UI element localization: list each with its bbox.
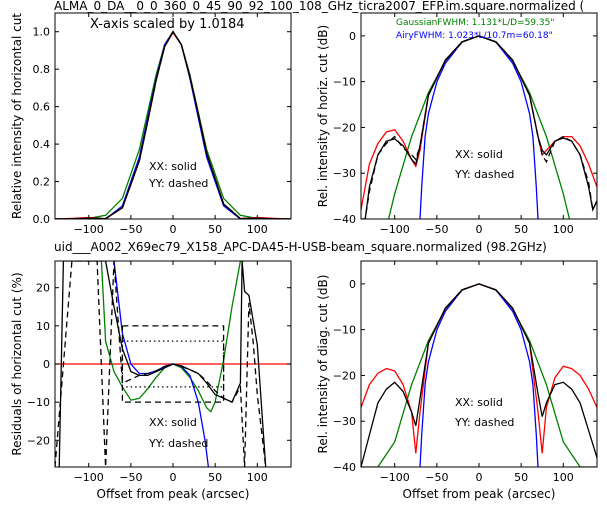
annotation: YY: dashed xyxy=(454,168,514,181)
annotation: XX: solid xyxy=(149,160,197,173)
x-tick-label: 100 xyxy=(247,223,268,236)
y-tick-label: −10 xyxy=(27,396,50,409)
x-tick-label: −100 xyxy=(74,471,104,484)
annotation: GaussianFWHM: 1.131*L/D=59.35" xyxy=(396,18,554,28)
series-line-3 xyxy=(55,30,291,219)
x-tick-label: −100 xyxy=(74,223,104,236)
x-tick-label: −50 xyxy=(119,471,142,484)
y-axis-label: Residuals of horizontal cut (%) xyxy=(10,272,24,455)
x-tick-label: 100 xyxy=(553,471,574,484)
plot-area xyxy=(55,30,291,219)
x-tick-label: −100 xyxy=(380,471,410,484)
series-line-0 xyxy=(55,30,291,219)
figure-subtitle: uid___A002_X69ec79_X158_APC-DA45-H-USB-b… xyxy=(54,240,547,254)
series-line-3 xyxy=(361,283,597,467)
x-tick-label: 0 xyxy=(476,471,483,484)
x-tick-label: 50 xyxy=(208,471,222,484)
y-tick-label: −10 xyxy=(333,324,356,337)
y-tick-label: 0.2 xyxy=(33,176,51,189)
plot-area xyxy=(361,283,597,467)
y-tick-label: −20 xyxy=(333,121,356,134)
x-tick-label: 0 xyxy=(170,223,177,236)
series-line-2 xyxy=(361,35,597,210)
annotation: X-axis scaled by 1.0184 xyxy=(90,17,245,32)
series-line-4 xyxy=(361,35,597,219)
series-line-0 xyxy=(361,283,597,467)
y-tick-label: 0.4 xyxy=(33,138,51,151)
y-axis-label: Relative intensity of horizontal cut xyxy=(10,13,24,219)
x-tick-label: −50 xyxy=(119,223,142,236)
plot-area xyxy=(55,261,291,467)
y-tick-label: −20 xyxy=(27,434,50,447)
x-tick-label: 0 xyxy=(170,471,177,484)
series-line-1 xyxy=(55,30,291,219)
x-tick-label: −100 xyxy=(380,223,410,236)
y-tick-label: −10 xyxy=(333,76,356,89)
x-tick-label: −50 xyxy=(425,471,448,484)
y-tick-label: −40 xyxy=(333,461,356,474)
series-line-3 xyxy=(361,35,597,219)
annotation: YY: dashed xyxy=(148,437,208,450)
x-axis-label: Offset from peak (arcsec) xyxy=(97,487,250,501)
series-line-1 xyxy=(419,35,539,219)
annotation: XX: solid xyxy=(455,148,503,161)
annotation: XX: solid xyxy=(149,416,197,429)
y-tick-label: 10 xyxy=(36,320,50,333)
series-line-4 xyxy=(55,261,267,467)
y-tick-label: 1.0 xyxy=(33,26,51,39)
annotation: YY: dashed xyxy=(148,177,208,190)
annotation: XX: solid xyxy=(455,396,503,409)
y-tick-label: 20 xyxy=(36,282,50,295)
y-axis-label: Rel. intensity of diag. cut (dB) xyxy=(316,275,330,454)
series-line-1 xyxy=(100,261,245,413)
y-tick-label: 0.8 xyxy=(33,63,51,76)
x-tick-label: 50 xyxy=(208,223,222,236)
y-tick-label: −30 xyxy=(333,167,356,180)
y-tick-label: 0 xyxy=(349,278,356,291)
x-tick-label: 50 xyxy=(514,223,528,236)
figure-title: ALMA_0_DA__0_0_360_0_45_90_92_100_108_GH… xyxy=(54,0,584,13)
x-tick-label: 100 xyxy=(247,471,268,484)
x-tick-label: −50 xyxy=(425,223,448,236)
y-tick-label: 0 xyxy=(43,358,50,371)
annotation: AiryFWHM: 1.023*L/10.7m=60.18" xyxy=(396,31,553,41)
x-tick-label: 100 xyxy=(553,223,574,236)
series-line-1 xyxy=(419,283,539,467)
plot-area xyxy=(361,35,597,219)
series-line-4 xyxy=(55,30,291,219)
y-tick-label: 0.0 xyxy=(33,213,51,226)
y-tick-label: −30 xyxy=(333,415,356,428)
panel-bottom-right: −100 −50 0 50 100 0 −10 −20 −30 −40 Offset from pe… xyxy=(316,260,598,501)
y-tick-label: −20 xyxy=(333,369,356,382)
x-tick-label: 50 xyxy=(514,471,528,484)
y-tick-label: 0.6 xyxy=(33,101,51,114)
y-tick-label: 0 xyxy=(349,30,356,43)
y-axis-label: Rel. intensity of horiz. cut (dB) xyxy=(316,25,330,207)
x-axis-label: Offset from peak (arcsec) xyxy=(403,487,556,501)
panel-top-left: −100 −50 0 50 100 0.0 0.2 0.4 0.6 0.8 1.0 Relative … xyxy=(10,12,292,236)
annotation: YY: dashed xyxy=(454,416,514,429)
series-line-0 xyxy=(387,35,571,219)
x-tick-label: 0 xyxy=(476,223,483,236)
series-line-2 xyxy=(55,31,291,219)
y-tick-label: −40 xyxy=(333,213,356,226)
series-line-5 xyxy=(121,325,225,403)
